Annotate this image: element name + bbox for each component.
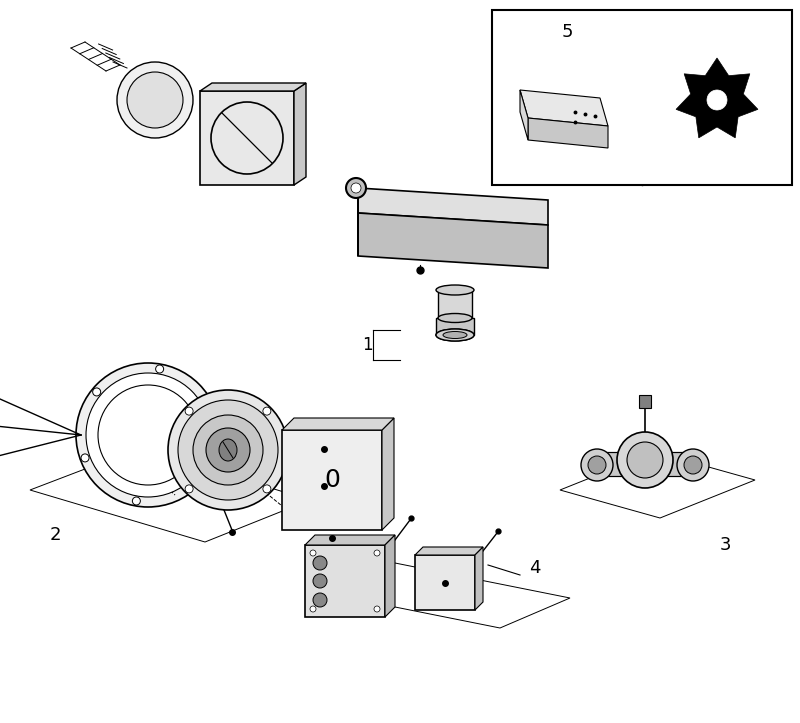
Bar	[639, 395, 651, 408]
Ellipse shape	[438, 314, 472, 322]
Circle shape	[263, 407, 271, 415]
Circle shape	[178, 400, 278, 500]
Circle shape	[211, 102, 283, 174]
Circle shape	[132, 497, 140, 505]
Polygon shape	[475, 547, 483, 610]
Polygon shape	[520, 90, 528, 140]
Ellipse shape	[436, 329, 474, 341]
Circle shape	[156, 365, 164, 373]
Circle shape	[310, 606, 316, 612]
Circle shape	[374, 550, 380, 556]
Circle shape	[193, 415, 263, 485]
Polygon shape	[305, 535, 395, 545]
Ellipse shape	[436, 285, 474, 295]
Polygon shape	[382, 418, 394, 530]
Text: 4: 4	[530, 559, 541, 577]
Circle shape	[351, 183, 361, 193]
Circle shape	[195, 474, 203, 482]
Circle shape	[98, 385, 198, 485]
Text: 5: 5	[562, 23, 573, 41]
Bar	[492, 10, 792, 185]
Text: 3: 3	[719, 536, 730, 554]
Polygon shape	[294, 83, 306, 185]
Bar	[597, 452, 693, 476]
Circle shape	[707, 90, 727, 110]
Circle shape	[76, 363, 220, 507]
Circle shape	[263, 485, 271, 493]
Circle shape	[581, 449, 613, 481]
Polygon shape	[415, 555, 475, 610]
Circle shape	[127, 72, 183, 128]
Bar	[436, 318, 474, 335]
Circle shape	[677, 449, 709, 481]
Circle shape	[168, 390, 288, 510]
Circle shape	[206, 428, 250, 472]
Circle shape	[346, 178, 366, 198]
Circle shape	[81, 454, 89, 462]
Polygon shape	[528, 118, 608, 148]
Circle shape	[374, 606, 380, 612]
Text: 2: 2	[50, 526, 61, 544]
Ellipse shape	[219, 439, 237, 461]
Circle shape	[93, 388, 101, 396]
Text: 1: 1	[362, 336, 372, 354]
Circle shape	[684, 456, 702, 474]
Text: 0: 0	[324, 468, 340, 492]
Circle shape	[313, 556, 327, 570]
Circle shape	[185, 407, 193, 415]
Polygon shape	[358, 188, 548, 225]
Circle shape	[310, 550, 316, 556]
Circle shape	[185, 485, 193, 493]
Ellipse shape	[443, 332, 467, 338]
Polygon shape	[415, 547, 483, 555]
Polygon shape	[520, 90, 608, 126]
Circle shape	[627, 442, 663, 478]
Circle shape	[117, 62, 193, 138]
Polygon shape	[282, 418, 394, 430]
Polygon shape	[305, 545, 385, 617]
Circle shape	[588, 456, 606, 474]
Polygon shape	[200, 83, 306, 91]
Polygon shape	[676, 58, 758, 138]
Circle shape	[617, 432, 673, 488]
Circle shape	[313, 593, 327, 607]
Circle shape	[207, 408, 215, 416]
Polygon shape	[385, 535, 395, 617]
Ellipse shape	[436, 329, 474, 341]
Bar	[438, 290, 472, 318]
Polygon shape	[358, 213, 548, 268]
Polygon shape	[282, 430, 382, 530]
Circle shape	[313, 574, 327, 588]
Circle shape	[86, 373, 210, 497]
Polygon shape	[200, 91, 294, 185]
